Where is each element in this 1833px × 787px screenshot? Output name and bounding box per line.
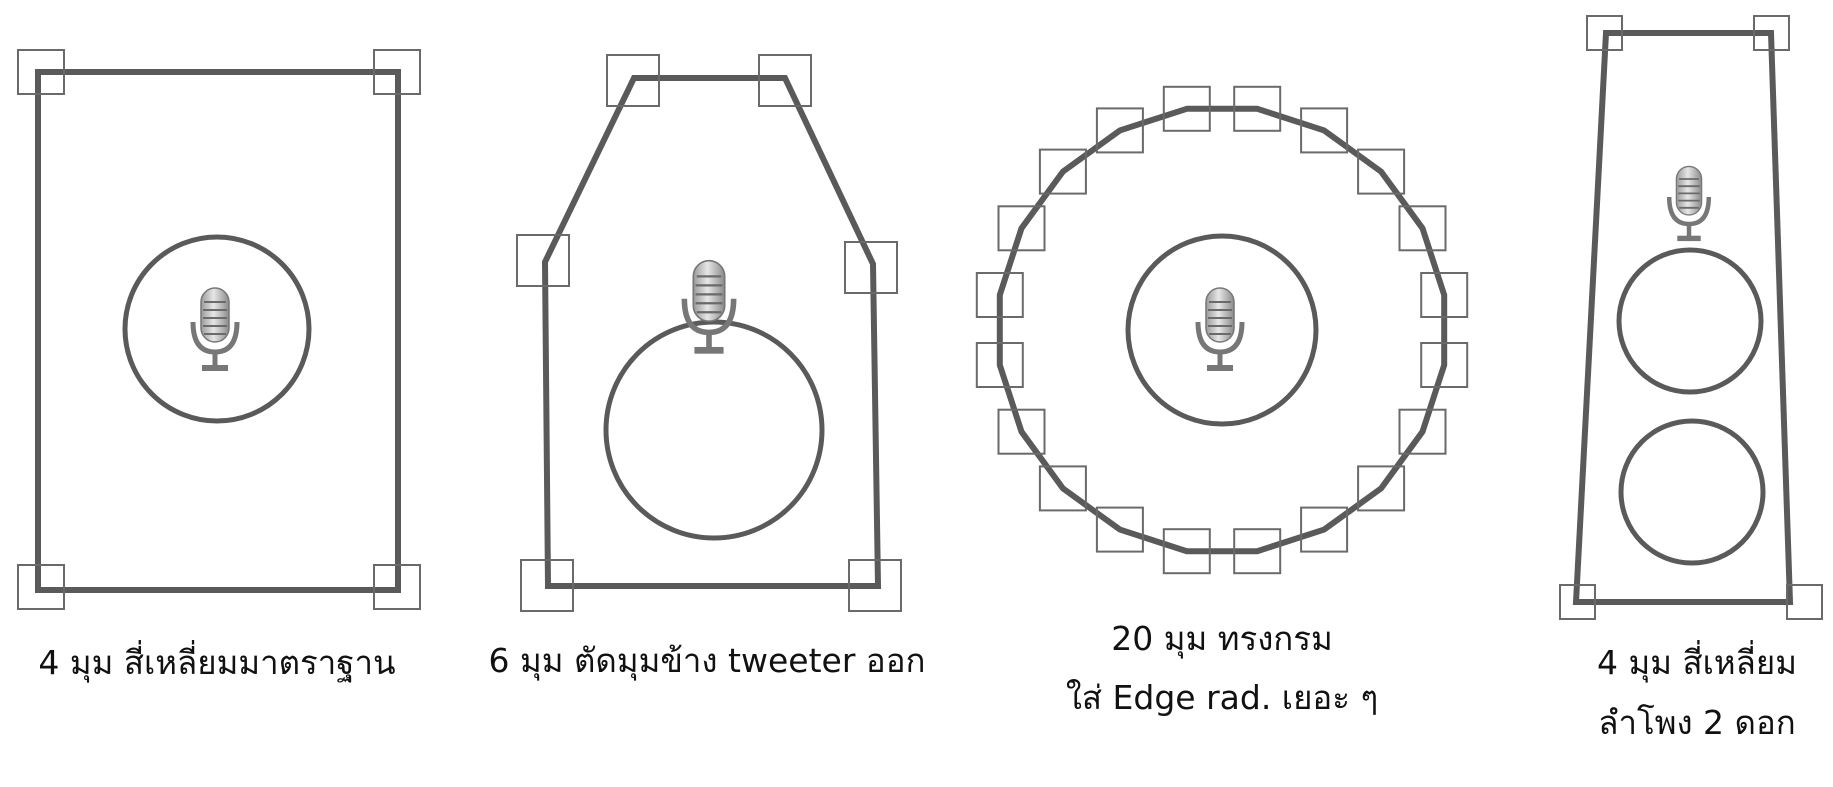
corner-handle	[1233, 85, 1282, 132]
cabinet-outline	[35, 69, 401, 593]
corner-handle	[997, 205, 1046, 252]
corner-handle	[17, 564, 65, 610]
driver-circle	[603, 319, 825, 541]
caption-trap-4-line1: 4 มุม สี่เหลี่ยม	[1597, 640, 1797, 683]
panel-trap-4	[1559, 15, 1823, 620]
driver-circle-bottom	[1618, 418, 1766, 566]
corner-handles	[975, 85, 1469, 575]
panel-hex-6	[516, 54, 902, 612]
corner-handle	[373, 564, 421, 610]
corner-handle	[844, 241, 898, 294]
microphone-icon	[1669, 166, 1709, 241]
driver-circle	[1125, 233, 1319, 427]
corner-handle	[1753, 15, 1790, 51]
microphone-icon	[1198, 288, 1242, 371]
corner-handle	[975, 342, 1024, 388]
corner-handle	[1559, 584, 1596, 620]
corner-handle	[1357, 148, 1406, 195]
caption-round-20-line2: ใส่ Edge rad. เยอะ ๆ	[1066, 678, 1378, 717]
corner-handle	[1420, 342, 1469, 388]
corner-handle	[1300, 107, 1349, 154]
microphone-icon	[193, 288, 237, 371]
corner-handle	[1162, 85, 1211, 132]
driver-circle	[122, 234, 312, 424]
cabinet-outline	[541, 75, 882, 589]
corner-handle	[520, 559, 574, 612]
corner-handle	[1095, 506, 1144, 553]
corner-handle	[1233, 528, 1282, 575]
corner-handle	[1786, 584, 1823, 620]
driver-circle-top	[1616, 247, 1764, 395]
corner-handle	[1357, 465, 1406, 512]
corner-handle	[1095, 107, 1144, 154]
corner-handle	[1586, 15, 1623, 51]
corner-handle	[1420, 272, 1469, 318]
corner-handle	[373, 49, 421, 95]
cabinet-outline	[1572, 30, 1794, 605]
corner-handle	[975, 272, 1024, 318]
corner-handle	[1398, 408, 1447, 455]
microphone-icon	[684, 261, 733, 354]
corner-handle	[17, 49, 65, 95]
caption-trap-4-line2: ลำโพง 2 ดอก	[1598, 703, 1796, 742]
corner-handle	[758, 54, 812, 107]
panel-rect-4	[17, 49, 421, 610]
corner-handle	[1162, 528, 1211, 575]
caption-round-20-line1: 20 มุม ทรงกรม	[1111, 619, 1333, 659]
corner-handle	[848, 559, 902, 612]
caption-rect-4: 4 มุม สี่เหลี่ยมมาตราฐาน	[38, 640, 395, 683]
corner-handle	[1398, 205, 1447, 252]
corner-handle	[1300, 506, 1349, 553]
corner-handle	[516, 234, 570, 287]
corner-handle	[606, 54, 660, 107]
corner-handle	[1038, 148, 1087, 195]
corner-handle	[1038, 465, 1087, 512]
corner-handle	[997, 408, 1046, 455]
panel-round-20	[975, 85, 1469, 575]
caption-hex-6: 6 มุม ตัดมุมข้าง tweeter ออก	[489, 641, 926, 681]
